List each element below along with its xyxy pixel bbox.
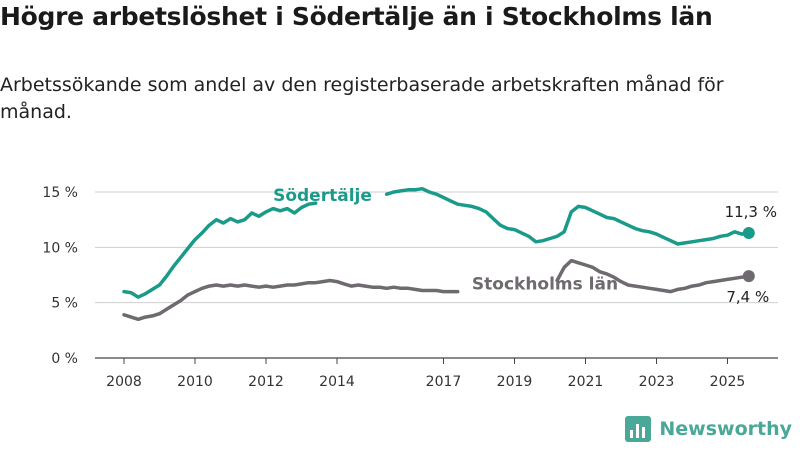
end-point-sodertalje: [742, 226, 755, 239]
y-tick-label: 5 %: [51, 296, 78, 312]
y-tick-label: 15 %: [42, 185, 78, 201]
newsworthy-logo: Newsworthy: [625, 416, 792, 442]
y-tick-label: 10 %: [42, 240, 78, 256]
series-line-stockholm: [555, 258, 751, 294]
page-subtitle: Arbetssökande som andel av den registerb…: [0, 74, 724, 123]
series-line-stockholm: [122, 278, 460, 322]
x-tick-label: 2025: [710, 374, 746, 390]
x-tick-label: 2017: [426, 374, 462, 390]
x-tick-label: 2012: [248, 374, 284, 390]
y-tick-label: 0 %: [51, 351, 78, 367]
series-name-sodertalje: Södertälje: [273, 186, 372, 206]
end-label-stockholm: 7,4 %: [726, 288, 769, 306]
x-tick-label: 2008: [106, 374, 142, 390]
x-tick-label: 2021: [568, 374, 604, 390]
series-line-sodertalje: [384, 186, 751, 246]
x-tick-label: 2010: [177, 374, 213, 390]
x-tick-label: 2014: [319, 374, 355, 390]
end-point-stockholm: [742, 270, 755, 283]
series-name-stockholm: Stockholms län: [472, 274, 618, 294]
brand-name: Newsworthy: [659, 418, 792, 440]
bar-chart-icon: [625, 416, 652, 442]
end-label-sodertalje: 11,3 %: [725, 203, 777, 221]
series-line-sodertalje: [122, 201, 318, 299]
page-title: Högre arbetslöshet i Södertälje än i Sto…: [0, 2, 713, 31]
x-tick-label: 2023: [639, 374, 675, 390]
x-tick-label: 2019: [497, 374, 533, 390]
